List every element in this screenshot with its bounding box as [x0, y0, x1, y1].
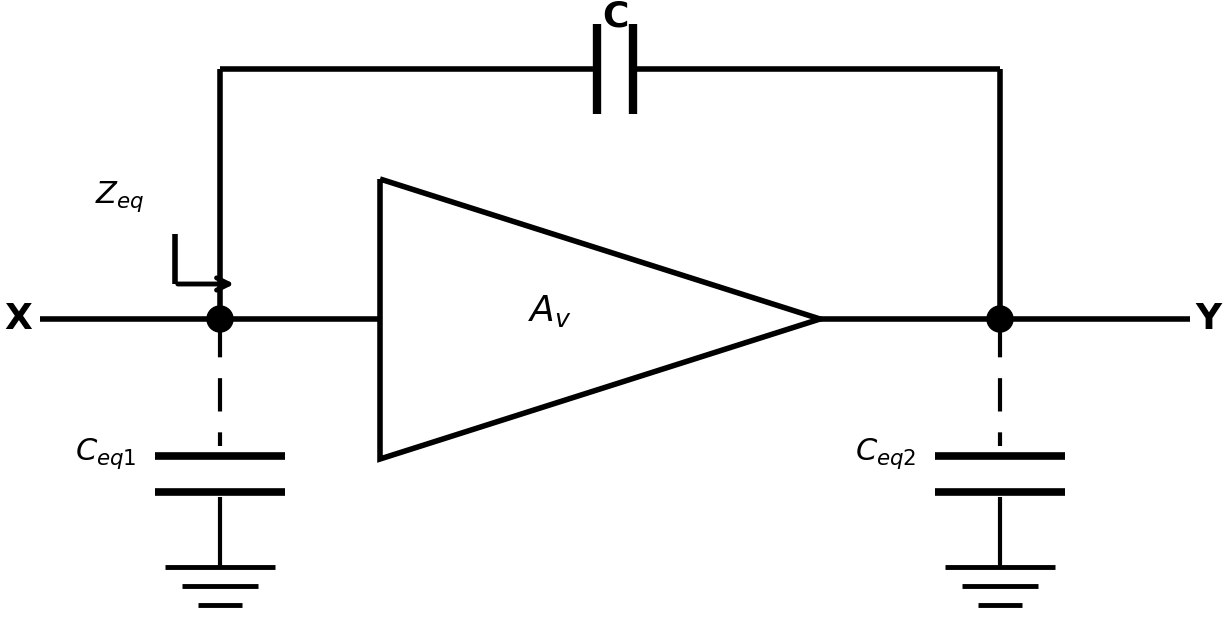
Circle shape — [986, 306, 1014, 332]
Text: $A_v$: $A_v$ — [528, 293, 572, 329]
Text: X: X — [4, 302, 32, 336]
Text: $C_{eq2}$: $C_{eq2}$ — [855, 436, 916, 472]
Text: $Z_{eq}$: $Z_{eq}$ — [95, 180, 144, 215]
Circle shape — [207, 306, 232, 332]
Text: C: C — [601, 0, 629, 34]
Text: Y: Y — [1196, 302, 1221, 336]
Text: $C_{eq1}$: $C_{eq1}$ — [75, 436, 137, 472]
